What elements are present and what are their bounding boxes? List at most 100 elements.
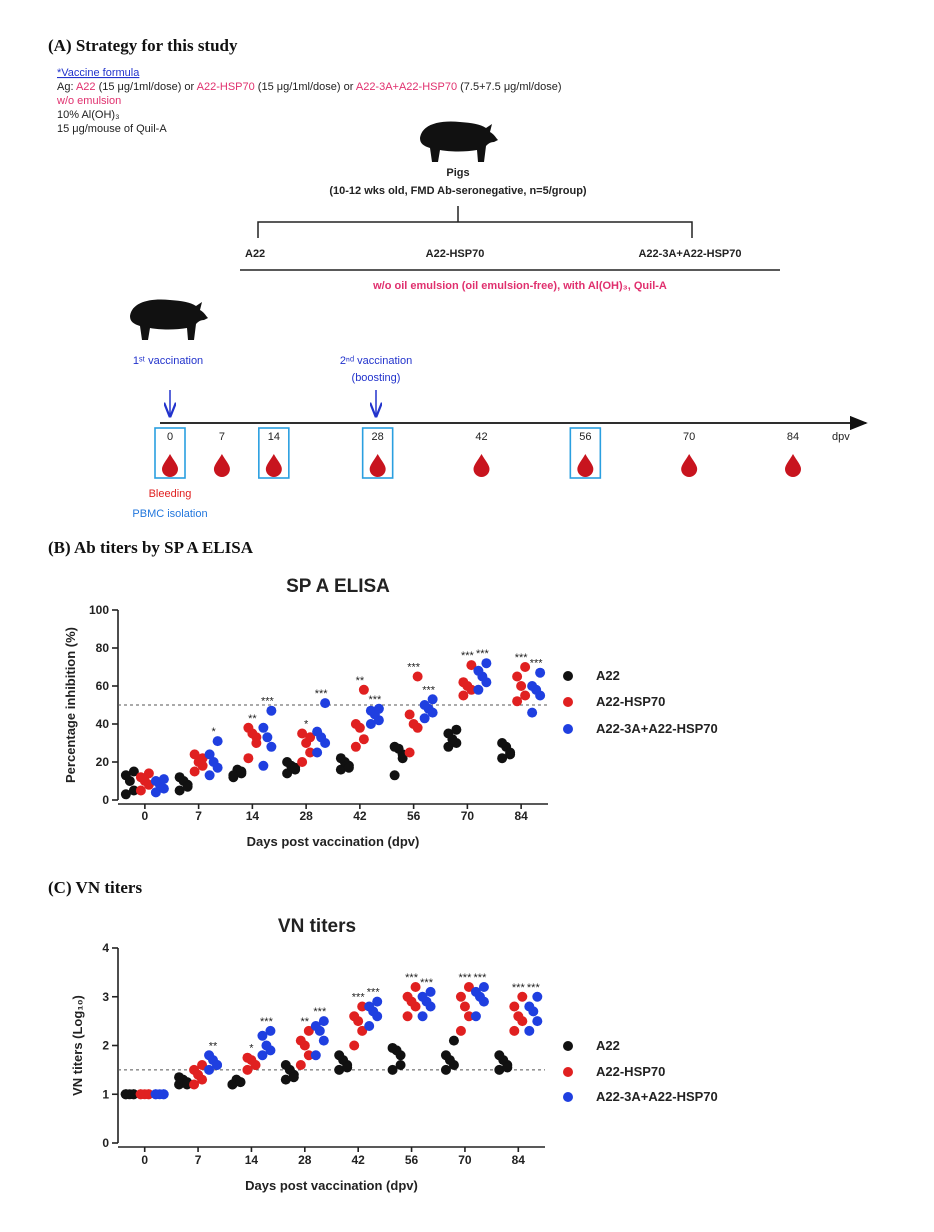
data-point	[458, 690, 469, 701]
data-point	[290, 762, 301, 773]
data-point	[305, 732, 316, 743]
data-point	[282, 757, 293, 767]
significance: ***	[261, 696, 275, 708]
chart-title: VN titers	[278, 916, 356, 937]
x-tick-label: 56	[407, 809, 421, 823]
data-point	[204, 1064, 215, 1075]
blood-drop	[473, 454, 490, 477]
legend-label: A22	[596, 668, 620, 683]
data-point	[387, 1064, 398, 1075]
data-point	[478, 982, 489, 992]
legend-label: A22	[596, 1038, 620, 1053]
data-point	[251, 732, 262, 743]
antigen-part: (7.5+7.5 μg/ml/dose)	[457, 81, 561, 93]
y-tick-label: 100	[89, 603, 109, 617]
antigen-part: A22	[76, 81, 96, 93]
data-point	[350, 741, 361, 752]
x-tick-label: 84	[512, 1153, 526, 1167]
significance: ***	[512, 982, 526, 994]
data-point	[527, 681, 538, 691]
chart-title: SP A ELISA	[286, 576, 390, 597]
data-point	[204, 770, 215, 781]
data-point	[516, 681, 527, 691]
blood-drop	[162, 454, 178, 477]
data-point	[443, 728, 454, 739]
data-point	[408, 719, 419, 729]
blood-drop	[213, 454, 230, 477]
antigen-line: Ag: A22 (15 μg/1ml/dose) or A22-HSP70 (1…	[57, 81, 562, 93]
data-point	[427, 694, 438, 705]
significance: ***	[260, 1016, 274, 1028]
data-point	[243, 753, 254, 764]
bleeding-label: Bleeding	[149, 488, 192, 500]
x-tick-label: 42	[352, 1153, 366, 1167]
day-label: 0	[167, 431, 173, 443]
legend-swatch	[563, 724, 573, 734]
data-point	[320, 698, 331, 709]
data-point	[513, 1011, 524, 1022]
data-point	[257, 1050, 268, 1061]
data-point	[365, 705, 376, 716]
y-tick-label: 60	[96, 679, 110, 693]
significance: ***	[313, 1006, 327, 1018]
significance: ***	[476, 648, 490, 660]
data-point	[497, 753, 508, 764]
significance: ***	[368, 694, 382, 706]
x-tick-label: 7	[195, 1153, 202, 1167]
significance: ***	[527, 982, 541, 994]
data-point	[412, 671, 423, 682]
data-point	[128, 1089, 139, 1100]
data-point	[261, 1040, 272, 1051]
significance: ***	[515, 652, 529, 664]
data-point	[135, 1089, 146, 1100]
data-point	[395, 1060, 406, 1070]
significance: **	[209, 1040, 218, 1052]
data-point	[481, 658, 492, 669]
panel-title: (B) Ab titers by SP A ELISA	[48, 538, 254, 557]
data-point	[335, 764, 346, 775]
data-point	[189, 749, 200, 760]
y-tick-label: 2	[102, 1039, 109, 1053]
data-point	[473, 665, 484, 676]
data-point	[470, 1011, 481, 1022]
data-point	[212, 736, 223, 747]
data-point	[189, 1079, 200, 1090]
y-tick-label: 0	[102, 793, 109, 807]
significance: ***	[459, 972, 473, 984]
significance: ***	[474, 972, 488, 984]
data-point	[387, 1042, 398, 1053]
pbmc-box	[361, 427, 394, 479]
data-point	[419, 700, 430, 710]
significance: **	[301, 1016, 310, 1028]
significance: ***	[422, 684, 436, 696]
data-point	[295, 1035, 306, 1046]
data-point	[266, 705, 277, 716]
data-point	[440, 1050, 451, 1061]
data-point	[520, 662, 531, 672]
data-point	[212, 1060, 223, 1070]
data-point	[473, 684, 484, 695]
data-point	[204, 749, 215, 760]
y-tick-label: 1	[102, 1087, 109, 1101]
y-axis-title: Percentage inhibition (%)	[63, 627, 78, 783]
day-label: 56	[579, 431, 591, 443]
data-point	[135, 772, 146, 783]
data-point	[265, 1025, 276, 1036]
blood-drop	[577, 454, 594, 477]
data-point	[505, 747, 516, 758]
data-point	[174, 772, 185, 783]
data-point	[288, 1072, 299, 1083]
legend-label: A22-3A+A22-HSP70	[596, 1089, 718, 1104]
significance: ***	[367, 987, 381, 999]
data-point	[451, 724, 462, 735]
day-label: 28	[372, 431, 384, 443]
data-point	[143, 1089, 154, 1100]
x-tick-label: 42	[353, 809, 367, 823]
y-axis-title: VN titers (Log₁₀)	[70, 995, 85, 1096]
data-point	[228, 770, 239, 781]
pig-icon	[130, 299, 208, 340]
timeline-unit: dpv	[832, 431, 850, 443]
data-point	[343, 762, 354, 773]
data-point	[310, 1050, 321, 1061]
group-label: A22	[245, 248, 265, 260]
